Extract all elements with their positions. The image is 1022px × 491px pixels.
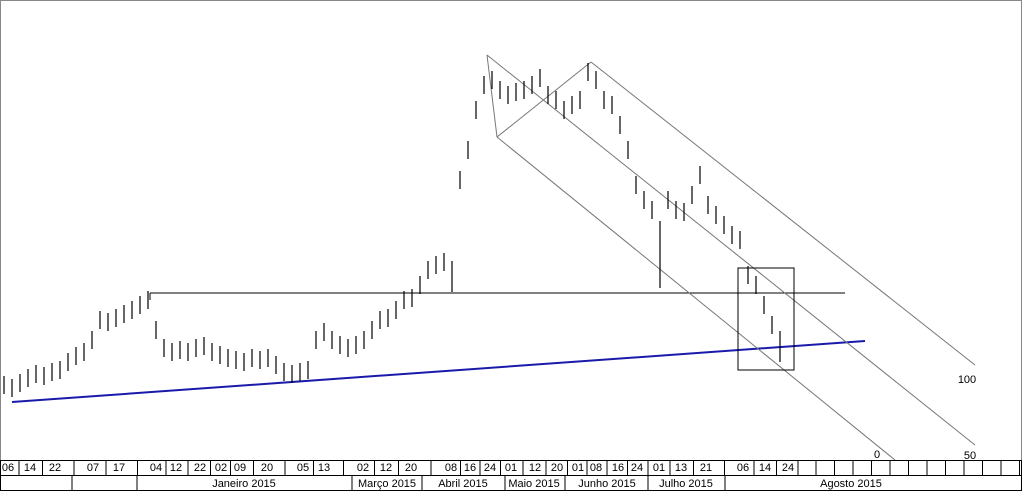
x-tick-label: 12 <box>529 462 541 474</box>
x-tick-label: 24 <box>782 462 794 474</box>
x-tick-label: 06 <box>737 462 749 474</box>
highlight-box <box>737 267 795 371</box>
x-tick-label: 20 <box>261 462 273 474</box>
x-tick-label: 04 <box>150 462 162 474</box>
x-tick-label: 07 <box>87 462 99 474</box>
plot-frame <box>0 0 1022 461</box>
x-tick-label: 06 <box>2 462 14 474</box>
pitchfork-handle <box>486 54 498 138</box>
x-tick-label: 14 <box>759 462 771 474</box>
channel-line <box>486 54 976 446</box>
month-label: Janeiro 2015 <box>212 478 276 490</box>
channel-line <box>590 61 976 366</box>
month-label: Agosto 2015 <box>820 478 882 490</box>
x-tick-label: 14 <box>24 462 36 474</box>
x-tick-label: 01 <box>572 462 584 474</box>
channel-label: 100 <box>958 374 976 386</box>
x-tick-label: 20 <box>405 462 417 474</box>
pitchfork-handle <box>496 61 592 138</box>
channel-label: 0 <box>874 449 880 461</box>
x-tick-label: 13 <box>318 462 330 474</box>
x-tick-label: 22 <box>194 462 206 474</box>
x-tick-label: 22 <box>49 462 61 474</box>
x-tick-label: 16 <box>612 462 624 474</box>
x-tick-label: 02 <box>215 462 227 474</box>
x-tick-label: 12 <box>170 462 182 474</box>
x-tick-label: 02 <box>357 462 369 474</box>
x-tick-label: 24 <box>631 462 643 474</box>
channel-line <box>496 136 896 461</box>
month-label: Abril 2015 <box>438 478 488 490</box>
month-label: Maio 2015 <box>508 478 559 490</box>
x-tick-label: 08 <box>590 462 602 474</box>
x-tick-label: 12 <box>380 462 392 474</box>
month-label: Março 2015 <box>358 478 416 490</box>
x-tick-label: 17 <box>113 462 125 474</box>
trend-line <box>11 340 866 403</box>
x-tick-label: 13 <box>675 462 687 474</box>
x-tick-label: 01 <box>505 462 517 474</box>
x-tick-label: 24 <box>484 462 496 474</box>
x-tick-label: 20 <box>551 462 563 474</box>
x-tick-label: 21 <box>700 462 712 474</box>
channel-label: 50 <box>964 450 976 462</box>
x-tick-label: 05 <box>297 462 309 474</box>
month-label: Junho 2015 <box>578 478 636 490</box>
x-tick-label: 08 <box>445 462 457 474</box>
x-tick-label: 01 <box>653 462 665 474</box>
x-tick-label: 16 <box>464 462 476 474</box>
x-tick-label: 09 <box>234 462 246 474</box>
month-label: Julho 2015 <box>659 478 713 490</box>
